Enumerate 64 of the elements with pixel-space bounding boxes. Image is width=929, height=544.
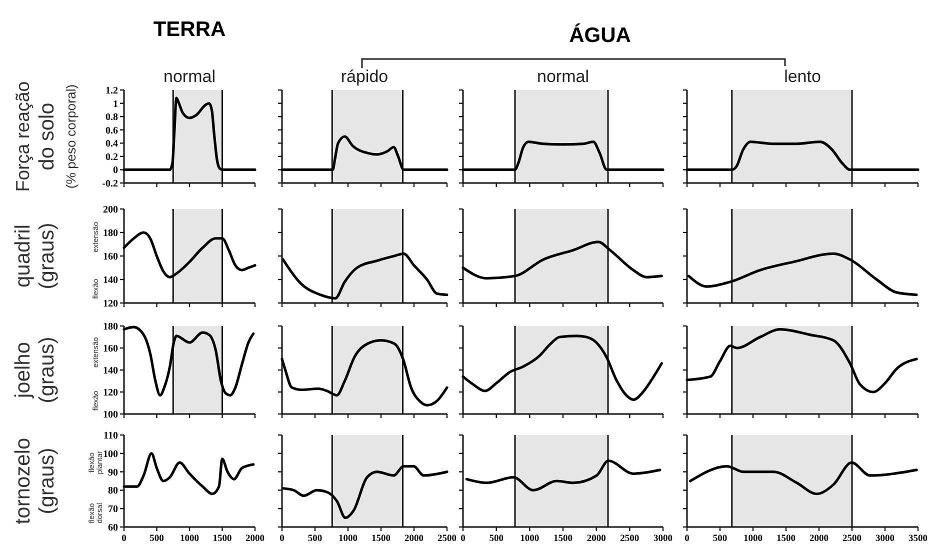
y-tick-label: 1.2 (106, 86, 118, 96)
line-series (122, 96, 256, 172)
y-tick-label: 100 (103, 410, 118, 420)
y-tick-label: 160 (103, 344, 118, 354)
x-tick-label: 500 (712, 534, 728, 544)
x-tick-label: 500 (308, 534, 322, 544)
x-tick-label: 2500 (842, 534, 862, 544)
y-tick-label: 80 (108, 486, 118, 497)
y-tick-label: 110 (104, 430, 118, 442)
y-axis-title: quadril (graus) (12, 222, 59, 290)
x-tick-label: 1000 (338, 534, 358, 544)
x-tick-label: 3500 (908, 534, 928, 544)
x-tick-label: 0 (122, 534, 127, 544)
y-tick-label: 1 (113, 98, 118, 110)
y-tick-label: 0 (113, 165, 118, 176)
x-tick-label: 2500 (620, 534, 640, 544)
y-tick-label: 0.6 (106, 125, 118, 136)
x-tick-label: 1000 (520, 534, 540, 544)
x-tick-label: 1000 (180, 534, 200, 544)
y-tick-label: 120 (103, 298, 118, 310)
x-tick-label: 2500 (438, 534, 457, 544)
x-tick-label: 500 (489, 534, 504, 544)
y-tick-label: 200 (103, 204, 118, 216)
y-axis-title: Força reação do solo (% peso corporal) (12, 81, 78, 192)
y-tick-label: 0.8 (106, 112, 118, 124)
y-tick-label: 120 (103, 388, 118, 398)
y-axis-title: joelho (graus) (12, 336, 59, 404)
y-tick-label: 0.2 (106, 152, 118, 163)
y-tick-label: 140 (103, 366, 118, 376)
y-tick-label: 60 (108, 522, 118, 534)
y-tick-label: 140 (103, 275, 118, 286)
x-tick-label: 2000 (586, 534, 606, 544)
x-tick-label: 3000 (654, 534, 673, 544)
x-tick-label: 1500 (776, 534, 796, 544)
x-tick-label: 2000 (246, 534, 265, 544)
x-tick-label: 1500 (554, 534, 573, 544)
line-series (122, 452, 255, 496)
text: ÁGUA (569, 23, 631, 47)
x-tick-label: 0 (684, 534, 690, 544)
x-tick-label: 2000 (810, 534, 829, 544)
chart-title: rápido (340, 67, 388, 86)
chart-title: normal (537, 67, 589, 86)
x-tick-label: 500 (150, 534, 164, 544)
x-tick-label: 2000 (404, 534, 424, 544)
chart-title: normal (164, 67, 216, 86)
text: TERRA (153, 18, 226, 41)
x-tick-label: 1000 (744, 534, 763, 544)
x-tick-label: 3000 (876, 534, 895, 544)
y-tick-label: 180 (103, 228, 118, 239)
line-series (122, 326, 255, 397)
x-tick-label: 1500 (372, 534, 391, 544)
y-tick-label: 0.4 (106, 138, 118, 150)
y-tick-label: 160 (103, 252, 118, 262)
y-tick-label: 180 (103, 322, 118, 332)
line-series (122, 231, 256, 278)
y-tick-label: 70 (108, 504, 118, 516)
y-axis-title: tornozelo (graus) (12, 438, 59, 524)
x-tick-label: 0 (280, 534, 285, 544)
y-tick-label: 90 (108, 467, 118, 478)
x-tick-label: 1500 (212, 534, 232, 544)
y-tick-label: 100 (103, 448, 118, 460)
chart-title: lento (784, 67, 821, 86)
y-tick-label: -0.2 (102, 178, 118, 190)
x-tick-label: 0 (460, 534, 466, 544)
